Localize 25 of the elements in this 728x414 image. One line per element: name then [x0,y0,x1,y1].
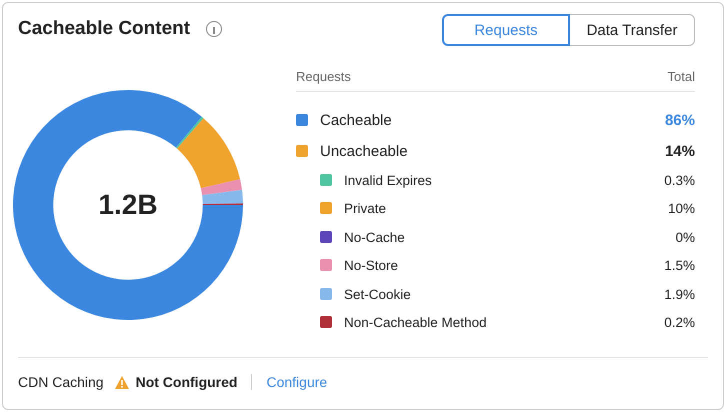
text: CDN Caching [18,374,104,390]
text: 14% [664,142,695,160]
legend-label: No-Cache [344,230,405,244]
text: Not Configured [136,374,238,390]
text: Requests [296,69,351,84]
text: Total [668,69,695,84]
text: Requests [442,14,570,46]
data-label: 1.5% [664,258,695,272]
data-label: 0.3% [664,172,695,188]
data-label: 86% [664,112,695,128]
legend-label: Invalid Expires [344,172,432,188]
legend-label: No-Store [344,258,398,272]
text: 0% [675,230,695,244]
data-label: 10% [668,200,695,216]
legend-label: Private [344,200,386,216]
data-label: 0.2% [664,314,695,330]
legend-label: Non-Cacheable Method [344,314,487,330]
text: Data Transfer [570,14,695,46]
data-label: 1.9% [664,286,695,302]
legend-label: Cacheable [320,112,392,128]
legend-label: Set-Cookie [344,286,411,302]
text: Configure [266,374,328,390]
text: Uncacheable [320,142,408,160]
text: 1.2B [97,188,159,222]
chart-title: Cacheable Content [18,18,190,40]
